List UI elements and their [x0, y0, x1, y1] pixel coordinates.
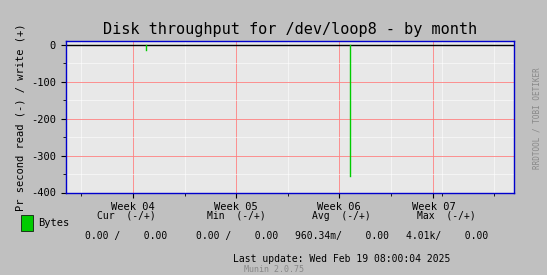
Text: 0.00 /    0.00: 0.00 / 0.00	[85, 232, 167, 241]
Text: 4.01k/    0.00: 4.01k/ 0.00	[406, 232, 488, 241]
Text: Cur  (-/+): Cur (-/+)	[97, 211, 156, 221]
Text: Last update: Wed Feb 19 08:00:04 2025: Last update: Wed Feb 19 08:00:04 2025	[233, 254, 450, 263]
Text: Max  (-/+): Max (-/+)	[417, 211, 476, 221]
Text: 0.00 /    0.00: 0.00 / 0.00	[196, 232, 278, 241]
Text: Min  (-/+): Min (-/+)	[207, 211, 266, 221]
Text: Bytes: Bytes	[38, 218, 69, 228]
Bar	[21, 214, 33, 231]
Title: Disk throughput for /dev/loop8 - by month: Disk throughput for /dev/loop8 - by mont…	[103, 22, 477, 37]
Text: Munin 2.0.75: Munin 2.0.75	[243, 265, 304, 274]
Text: 960.34m/    0.00: 960.34m/ 0.00	[295, 232, 389, 241]
Y-axis label: Pr second read (-) / write (+): Pr second read (-) / write (+)	[15, 23, 25, 211]
Text: RRDTOOL / TOBI OETIKER: RRDTOOL / TOBI OETIKER	[533, 67, 542, 169]
Text: Avg  (-/+): Avg (-/+)	[312, 211, 371, 221]
